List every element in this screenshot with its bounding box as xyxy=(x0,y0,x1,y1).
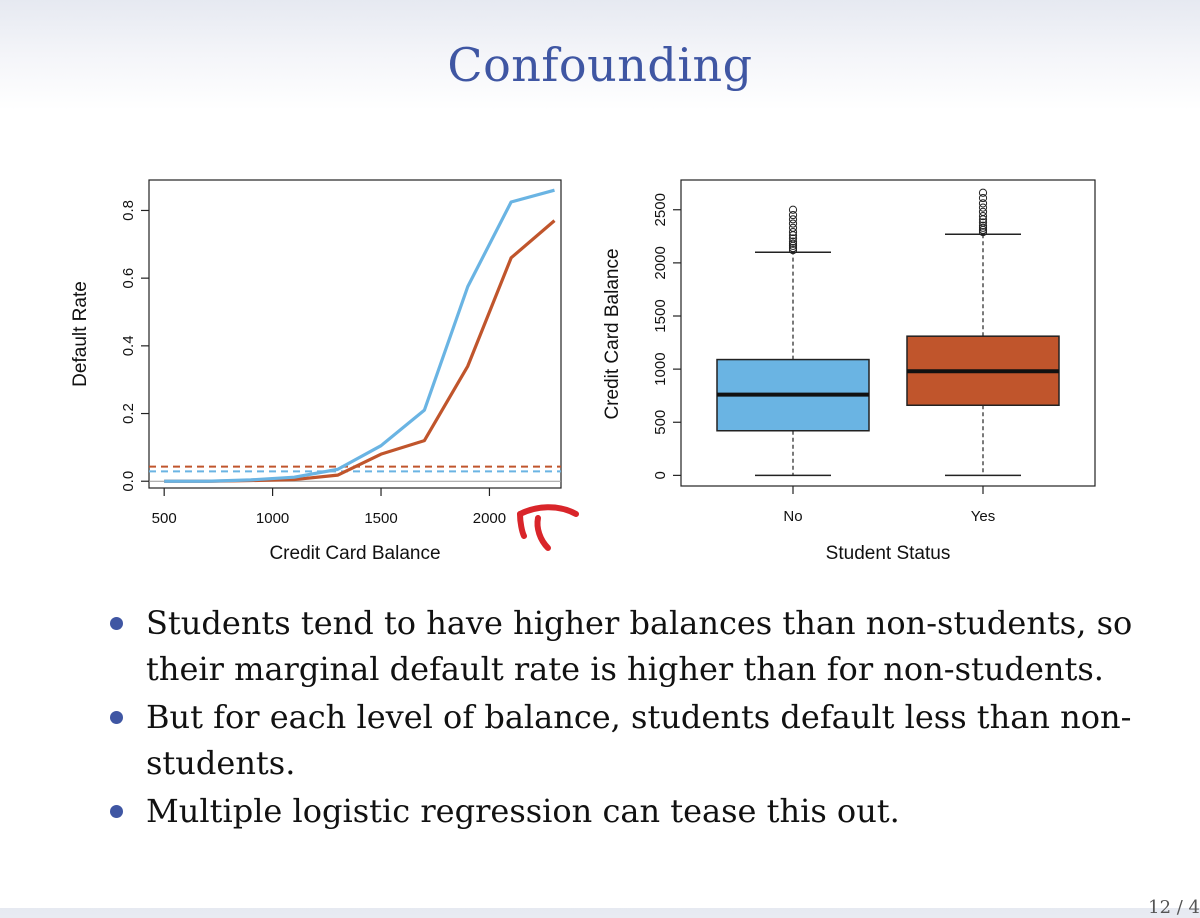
bullet-list: Students tend to have higher balances th… xyxy=(108,600,1158,836)
outlier-point xyxy=(788,210,798,220)
outlier-point xyxy=(788,205,798,214)
x-tick-label: 500 xyxy=(152,510,177,527)
x-tick-label: 1500 xyxy=(364,510,397,527)
outlier-point xyxy=(978,221,988,230)
x-tick-label: 2000 xyxy=(473,510,506,527)
y-tick-label: 1000 xyxy=(652,352,669,385)
outlier-point xyxy=(978,188,988,197)
bullet-dot-icon xyxy=(110,617,123,630)
outlier-point xyxy=(978,227,988,237)
y-tick-label: 0 xyxy=(652,471,669,479)
y-tick-label: 1500 xyxy=(652,299,669,332)
bullet-item: Multiple logistic regression can tease t… xyxy=(108,788,1158,834)
y-tick-label: 0.0 xyxy=(120,471,137,492)
outlier-point xyxy=(788,246,798,255)
bullet-item: But for each level of balance, students … xyxy=(108,694,1158,786)
y-tick-label: 0.8 xyxy=(120,200,137,221)
outlier-point xyxy=(788,219,798,228)
x-tick-label: No xyxy=(783,508,802,525)
outlier-point xyxy=(978,203,988,212)
plot-frame xyxy=(148,179,562,489)
default-rate-line xyxy=(164,219,556,483)
bullet-dot-icon xyxy=(110,805,123,818)
bullet-dot-icon xyxy=(110,711,123,724)
y-tick-label: 2000 xyxy=(652,246,669,279)
outlier-point xyxy=(788,237,798,246)
slide-title: Confounding xyxy=(447,38,753,92)
outlier-point xyxy=(978,218,988,227)
bullet-text: Students tend to have higher balances th… xyxy=(146,604,1133,688)
plot-frame xyxy=(680,179,1096,487)
x-tick-label: 1000 xyxy=(256,510,289,527)
bullet-text: But for each level of balance, students … xyxy=(146,698,1132,782)
y-tick-label: 0.2 xyxy=(120,403,137,424)
outlier-point xyxy=(788,223,798,232)
outlier-point xyxy=(788,239,798,248)
default-rate-chart: 500 1000 1500 2000 0.0 0.2 0.4 0.6 0.8 Credit Ca… xyxy=(70,179,562,564)
y-tick-label: 0.6 xyxy=(120,268,137,289)
y-axis-label: Credit Card Balance xyxy=(602,248,623,419)
outlier-point xyxy=(788,243,798,253)
x-axis-label: Credit Card Balance xyxy=(269,543,440,564)
y-tick-label: 2500 xyxy=(652,193,669,226)
outlier-point xyxy=(978,223,988,232)
bullet-text: Multiple logistic regression can tease t… xyxy=(146,792,900,830)
y-tick-label: 500 xyxy=(652,410,669,435)
balance-boxplot-chart: 0 500 1000 1500 2000 2500 No Yes Student Status… xyxy=(602,179,1096,564)
bullet-item: Students tend to have higher balances th… xyxy=(108,600,1158,692)
default-rate-line xyxy=(164,188,555,483)
outlier-point xyxy=(978,207,988,216)
outlier-point xyxy=(788,234,798,243)
y-tick-label: 0.4 xyxy=(120,335,137,356)
hand-drawn-annotation xyxy=(517,504,579,551)
outlier-point xyxy=(788,215,798,224)
y-axis-label: Default Rate xyxy=(70,281,91,387)
x-tick-label: Yes xyxy=(971,508,995,525)
outlier-point xyxy=(978,199,988,208)
outlier-point xyxy=(788,227,798,237)
outlier-point xyxy=(978,193,988,203)
x-axis-label: Student Status xyxy=(826,543,951,564)
outlier-point xyxy=(978,212,988,221)
